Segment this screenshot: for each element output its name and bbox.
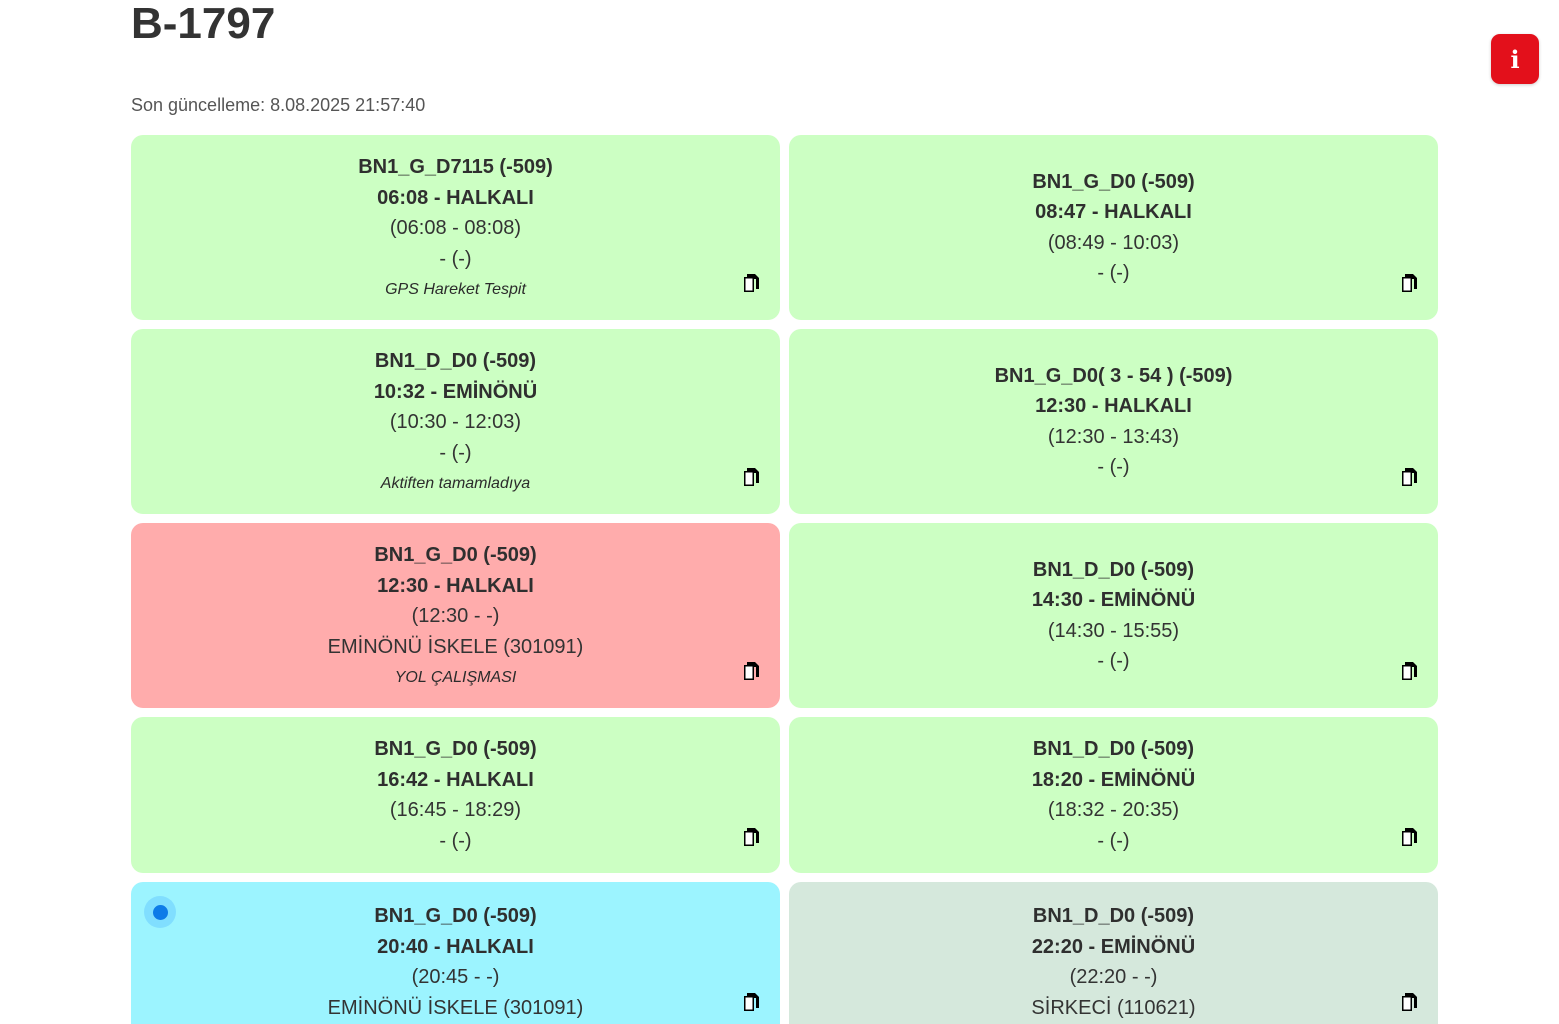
trip-card-upcoming[interactable]: BN1_D_D0 (-509) 22:20 - EMİNÖNÜ (22:20 -…: [789, 882, 1438, 1024]
trip-stop: - (-): [1097, 262, 1130, 284]
copy-icon[interactable]: [741, 991, 761, 1013]
trip-note: YOL ÇALIŞMASI: [394, 669, 517, 686]
copy-icon[interactable]: [741, 272, 761, 294]
trip-note: GPS Hareket Tespit: [385, 281, 526, 298]
trip-time-range: (12:30 - -): [411, 605, 500, 627]
last-update-timestamp: Son güncelleme: 8.08.2025 21:57:40: [131, 95, 426, 115]
trip-time-range: (16:45 - 18:29): [389, 799, 522, 821]
info-icon: i: [1510, 44, 1520, 74]
copy-icon[interactable]: [1399, 466, 1419, 488]
trip-route: BN1_D_D0 (-509): [374, 350, 537, 372]
copy-icon[interactable]: [741, 660, 761, 682]
copy-icon[interactable]: [1399, 826, 1419, 848]
live-dot-icon: [144, 896, 176, 928]
trip-departure: 10:32 - EMİNÖNÜ: [373, 380, 538, 403]
trip-departure: 12:30 - HALKALI: [1035, 395, 1192, 417]
trip-route: BN1_G_D0 (-509): [374, 905, 537, 927]
trip-route: BN1_G_D7115 (-509): [358, 156, 553, 178]
trip-stop: - (-): [1097, 829, 1130, 852]
trip-card-grid: BN1_G_D7115 (-509) 06:08 - HALKALI (06:0…: [131, 135, 1438, 1024]
trip-departure: 06:08 - HALKALI: [377, 186, 534, 209]
trip-card[interactable]: BN1_D_D0 (-509) 18:20 - EMİNÖNÜ (18:32 -…: [789, 717, 1438, 873]
trip-time-range: (06:08 - 08:08): [389, 217, 522, 239]
trip-time-range: (08:49 - 10:03): [1047, 231, 1180, 254]
trip-time-range: (22:20 - -): [1069, 966, 1158, 988]
trip-route: BN1_G_D0 (-509): [374, 544, 537, 566]
trip-time-range: (20:45 - -): [411, 966, 500, 988]
trip-stop: EMİNÖNÜ İSKELE (301091): [327, 996, 584, 1019]
trip-card[interactable]: BN1_G_D0 (-509) 12:30 - HALKALI (12:30 -…: [131, 523, 780, 708]
copy-icon[interactable]: [1399, 991, 1419, 1013]
copy-icon[interactable]: [741, 826, 761, 848]
trip-card[interactable]: BN1_G_D0 (-509) 16:42 - HALKALI (16:45 -…: [131, 717, 780, 873]
trip-route: BN1_G_D0 (-509): [374, 738, 537, 760]
trip-departure: 20:40 - HALKALI: [377, 935, 534, 958]
trip-departure: 18:20 - EMİNÖNÜ: [1031, 768, 1196, 791]
trip-stop: EMİNÖNÜ İSKELE (301091): [327, 635, 584, 658]
trip-departure: 08:47 - HALKALI: [1035, 201, 1192, 223]
trip-departure: 12:30 - HALKALI: [377, 574, 534, 597]
trip-route: BN1_G_D0( 3 - 54 ) (-509): [994, 364, 1233, 387]
trip-stop: - (-): [439, 441, 472, 464]
trip-note: Aktiften tamamladıya: [380, 475, 531, 492]
trip-route: BN1_D_D0 (-509): [1032, 905, 1195, 927]
trip-time-range: (12:30 - 13:43): [1047, 425, 1180, 448]
trip-time-range: (18:32 - 20:35): [1047, 799, 1180, 821]
trip-departure: 14:30 - EMİNÖNÜ: [1031, 589, 1196, 611]
trip-stop: SİRKECİ (110621): [1031, 996, 1196, 1019]
trip-stop: - (-): [1097, 650, 1130, 672]
trip-stop: - (-): [439, 247, 472, 270]
trip-card[interactable]: BN1_G_D7115 (-509) 06:08 - HALKALI (06:0…: [131, 135, 780, 320]
trip-departure: 22:20 - EMİNÖNÜ: [1031, 935, 1196, 958]
trip-card[interactable]: BN1_G_D0( 3 - 54 ) (-509) 12:30 - HALKAL…: [789, 329, 1438, 514]
copy-icon[interactable]: [1399, 272, 1419, 294]
trip-card[interactable]: BN1_G_D0 (-509) 08:47 - HALKALI (08:49 -…: [789, 135, 1438, 320]
trip-route: BN1_D_D0 (-509): [1032, 738, 1195, 760]
trip-card-active[interactable]: BN1_G_D0 (-509) 20:40 - HALKALI (20:45 -…: [131, 882, 780, 1024]
info-button[interactable]: i: [1491, 34, 1539, 84]
trip-route: BN1_D_D0 (-509): [1032, 558, 1195, 581]
trip-time-range: (14:30 - 15:55): [1047, 619, 1180, 642]
trip-time-range: (10:30 - 12:03): [389, 411, 522, 433]
trip-card[interactable]: BN1_D_D0 (-509) 10:32 - EMİNÖNÜ (10:30 -…: [131, 329, 780, 514]
trip-stop: - (-): [439, 829, 472, 852]
copy-icon[interactable]: [741, 466, 761, 488]
trip-stop: - (-): [1097, 456, 1130, 478]
page-title: B-1797: [131, 0, 276, 48]
trip-departure: 16:42 - HALKALI: [377, 768, 534, 791]
trip-card[interactable]: BN1_D_D0 (-509) 14:30 - EMİNÖNÜ (14:30 -…: [789, 523, 1438, 708]
trip-route: BN1_G_D0 (-509): [1032, 170, 1195, 193]
copy-icon[interactable]: [1399, 660, 1419, 682]
